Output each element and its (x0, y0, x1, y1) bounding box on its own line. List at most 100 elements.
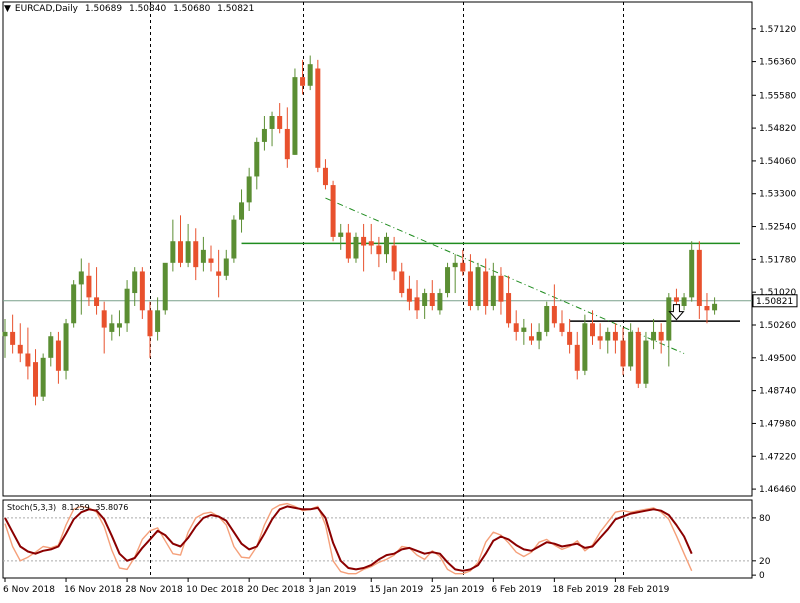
price-axis-label: 1.57120 (759, 25, 796, 35)
bearish-candle (101, 310, 107, 328)
bullish-candle (712, 303, 718, 311)
time-axis-label: 3 Jan 2019 (308, 585, 356, 595)
price-axis-label: 1.51020 (759, 288, 796, 298)
stochastic-axis-label: 0 (759, 571, 765, 581)
down-arrow-icon (668, 304, 685, 321)
low-price: 1.50680 (173, 4, 211, 14)
bearish-candle (361, 236, 367, 246)
bullish-candle (170, 241, 176, 263)
price-axis-label: 1.50260 (759, 321, 796, 331)
bullish-candle (544, 306, 550, 332)
bullish-candle (40, 357, 46, 397)
bearish-candle (498, 275, 504, 302)
symbol-dropdown-icon[interactable]: ▼ (4, 4, 11, 14)
bearish-candle (658, 331, 664, 341)
price-axis-label: 1.55580 (759, 91, 796, 101)
price-axis-label: 1.47980 (759, 419, 796, 429)
bearish-candle (483, 271, 489, 306)
bearish-candle (147, 310, 153, 337)
price-axis-label: 1.54060 (759, 157, 796, 167)
bullish-candle (109, 323, 115, 332)
bullish-candle (239, 202, 245, 220)
bearish-candle (345, 232, 351, 259)
time-axis-label: 25 Jan 2019 (430, 585, 484, 595)
bearish-candle (590, 323, 596, 337)
bearish-candle (399, 271, 405, 294)
bearish-candle (315, 68, 321, 168)
bullish-candle (384, 236, 389, 255)
bearish-candle (620, 340, 626, 367)
bearish-candle (33, 362, 39, 397)
bearish-candle (673, 297, 679, 302)
bearish-candle (10, 331, 16, 345)
bullish-candle (490, 275, 496, 306)
bullish-candle (63, 323, 69, 371)
bullish-candle (2, 331, 8, 337)
time-axis-label: 28 Nov 2018 (125, 585, 183, 595)
bullish-candle (582, 323, 588, 371)
bearish-candle (635, 331, 641, 384)
stochastic-signal-line (4, 502, 693, 575)
bullish-candle (48, 336, 54, 358)
bearish-candle (696, 249, 702, 306)
bullish-candle (200, 249, 206, 263)
bullish-candle (628, 331, 634, 367)
bullish-candle (269, 116, 275, 129)
trend-line (325, 197, 685, 354)
bullish-candle (246, 176, 252, 203)
bearish-candle (284, 128, 290, 160)
price-axis-label: 1.56360 (759, 58, 796, 68)
bearish-candle (551, 306, 557, 324)
bullish-candle (185, 241, 191, 263)
bullish-candle (261, 128, 267, 142)
bearish-candle (139, 271, 145, 311)
bearish-candle (94, 297, 100, 306)
bullish-candle (689, 249, 695, 298)
stochastic-axis-label: 20 (759, 557, 771, 567)
stochastic-header: Stoch(5,3,3) 8.1259 35.8076 (7, 503, 131, 512)
bearish-candle (322, 167, 328, 186)
bearish-candle (704, 306, 710, 311)
bullish-candle (292, 77, 298, 155)
bullish-candle (116, 323, 122, 328)
price-axis-label: 1.48740 (759, 387, 796, 397)
bullish-candle (338, 232, 344, 237)
bullish-candle (437, 293, 443, 311)
time-axis-label: 10 Dec 2018 (186, 585, 244, 595)
bearish-candle (612, 331, 618, 341)
main-pane-frame (2, 1, 753, 497)
stochastic-main-line (4, 505, 693, 572)
stochastic-label: Stoch(5,3,3) (7, 503, 57, 512)
bullish-candle (452, 262, 458, 268)
bullish-candle (78, 271, 84, 285)
bullish-candle (445, 267, 451, 294)
time-axis-label: 6 Nov 2018 (3, 585, 55, 595)
bearish-candle (216, 271, 222, 276)
bullish-candle (353, 236, 359, 259)
stochastic-pane-frame (2, 499, 753, 579)
price-axis-label: 1.51780 (759, 255, 796, 265)
symbol-label: EURCAD,Daily (14, 4, 79, 14)
bearish-candle (300, 77, 306, 86)
bearish-candle (528, 336, 534, 341)
bearish-candle (376, 245, 382, 255)
price-axis-label: 1.54820 (759, 124, 796, 134)
bullish-candle (124, 288, 130, 324)
stochastic-d-value: 35.8076 (95, 503, 129, 512)
price-axis-label: 1.47220 (759, 452, 796, 462)
bullish-candle (681, 297, 687, 306)
bearish-candle (330, 185, 336, 237)
bullish-candle (132, 271, 138, 294)
bearish-candle (193, 241, 199, 268)
bullish-candle (536, 331, 542, 341)
bullish-candle (71, 284, 77, 324)
bearish-candle (208, 258, 214, 263)
current-price-box (752, 294, 798, 308)
bearish-candle (277, 116, 283, 129)
price-axis-label: 1.52540 (759, 223, 796, 233)
bearish-candle (368, 241, 374, 246)
bullish-candle (231, 219, 237, 259)
bearish-candle (177, 241, 183, 263)
price-axis-label: 1.53300 (759, 190, 796, 200)
